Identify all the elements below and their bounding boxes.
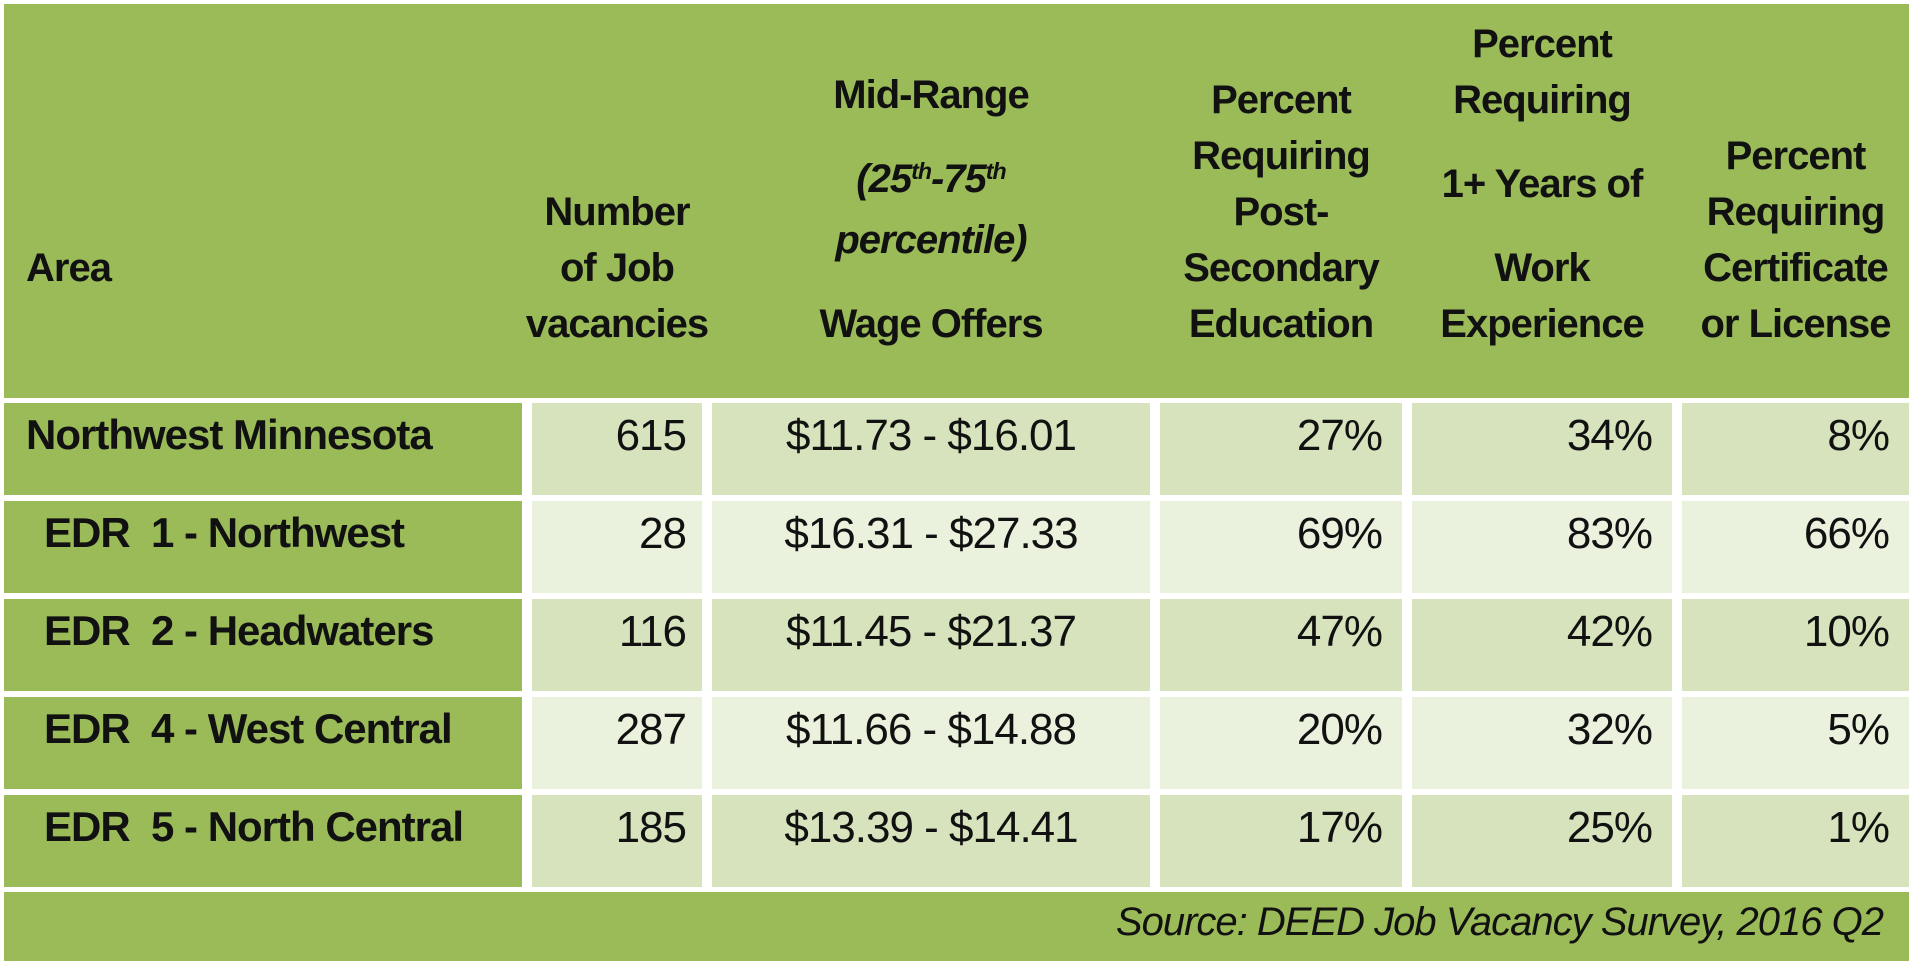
cell-vacancies: 116 xyxy=(532,599,702,691)
cell-wage: $13.39 - $14.41 xyxy=(712,795,1150,887)
cell-area: EDR 4 - West Central xyxy=(4,697,522,789)
header-line: Experience xyxy=(1440,302,1644,346)
table-header-row: Area Number of Job vacancies Mid-Range (25th-… xyxy=(4,4,1909,398)
header-line: Post- xyxy=(1233,190,1330,234)
table-row: EDR 5 - North Central 185 $13.39 - $14.41 1… xyxy=(4,795,1909,887)
cell-area: Northwest Minnesota xyxy=(4,403,522,495)
header-paragraph: Percent Requiring Certificate or License xyxy=(1700,128,1891,352)
header-line: vacancies xyxy=(525,302,709,346)
cell-experience: 32% xyxy=(1412,697,1672,789)
cell-area: EDR 1 - Northwest xyxy=(4,501,522,593)
header-line: Education xyxy=(1188,302,1374,346)
column-header-area: Area xyxy=(4,4,522,398)
cell-experience: 25% xyxy=(1412,795,1672,887)
column-header-license: Percent Requiring Certificate or License xyxy=(1682,4,1909,398)
source-band: Source: DEED Job Vacancy Survey, 2016 Q2 xyxy=(4,892,1909,961)
cell-post_secondary: 47% xyxy=(1160,599,1402,691)
cell-license: 1% xyxy=(1682,795,1909,887)
header-line: 1+ Years of xyxy=(1441,162,1644,206)
header-line: Percent xyxy=(1725,134,1867,178)
column-header-vacancies: Number of Job vacancies xyxy=(526,4,709,398)
header-paragraph: Area xyxy=(26,240,112,296)
header-line: Number xyxy=(544,190,690,234)
header-line: of Job xyxy=(560,246,675,290)
column-header-wage: Mid-Range (25th-75th percentile) Wage Offer… xyxy=(712,4,1150,398)
cell-experience: 34% xyxy=(1412,403,1672,495)
header-paragraph: Mid-Range xyxy=(833,67,1029,123)
header-line: (25th-75th xyxy=(856,157,1006,201)
cell-post_secondary: 27% xyxy=(1160,403,1402,495)
header-paragraph: Percent Requiring Post- Secondary Education xyxy=(1183,72,1380,352)
cell-experience: 42% xyxy=(1412,599,1672,691)
cell-wage: $11.45 - $21.37 xyxy=(712,599,1150,691)
cell-license: 66% xyxy=(1682,501,1909,593)
column-header-post_secondary: Percent Requiring Post- Secondary Education xyxy=(1160,4,1402,398)
header-line: Mid-Range xyxy=(833,73,1029,117)
header-line: percentile) xyxy=(835,218,1027,262)
table-row: Northwest Minnesota 615 $11.73 - $16.01 27%… xyxy=(4,403,1909,495)
table-body: Northwest Minnesota 615 $11.73 - $16.01 27%… xyxy=(4,403,1909,887)
cell-vacancies: 28 xyxy=(532,501,702,593)
cell-license: 10% xyxy=(1682,599,1909,691)
cell-post_secondary: 69% xyxy=(1160,501,1402,593)
header-line: Certificate xyxy=(1703,246,1889,290)
cell-experience: 83% xyxy=(1412,501,1672,593)
table-row: EDR 2 - Headwaters 116 $11.45 - $21.37 47% 4… xyxy=(4,599,1909,691)
header-paragraph: (25th-75th percentile) xyxy=(835,151,1027,268)
table-row: EDR 1 - Northwest 28 $16.31 - $27.33 69% 83%… xyxy=(4,501,1909,593)
cell-area: EDR 2 - Headwaters xyxy=(4,599,522,691)
header-line: Requiring xyxy=(1192,134,1371,178)
header-line: Percent xyxy=(1211,78,1352,122)
cell-vacancies: 287 xyxy=(532,697,702,789)
cell-wage: $11.73 - $16.01 xyxy=(712,403,1150,495)
cell-vacancies: 615 xyxy=(532,403,702,495)
header-line: Wage Offers xyxy=(819,302,1043,346)
header-line: Area xyxy=(26,246,112,290)
header-line: Requiring xyxy=(1453,78,1632,122)
header-line: or License xyxy=(1700,302,1891,346)
header-line: Secondary xyxy=(1183,246,1380,290)
cell-vacancies: 185 xyxy=(532,795,702,887)
cell-area: EDR 5 - North Central xyxy=(4,795,522,887)
header-paragraph: Work Experience xyxy=(1440,240,1644,352)
source-text: Source: DEED Job Vacancy Survey, 2016 Q2 xyxy=(1115,900,1884,944)
header-paragraph: 1+ Years of xyxy=(1441,156,1644,212)
header-paragraph: Percent Requiring xyxy=(1453,16,1632,128)
header-line: Requiring xyxy=(1706,190,1886,234)
header-line: Work xyxy=(1494,246,1590,290)
header-paragraph: Number of Job vacancies xyxy=(525,184,709,352)
cell-wage: $16.31 - $27.33 xyxy=(712,501,1150,593)
cell-license: 5% xyxy=(1682,697,1909,789)
column-header-experience: Percent Requiring 1+ Years of Work Experienc… xyxy=(1412,4,1672,398)
cell-wage: $11.66 - $14.88 xyxy=(712,697,1150,789)
cell-post_secondary: 20% xyxy=(1160,697,1402,789)
header-line: Percent xyxy=(1472,22,1613,66)
table-row: EDR 4 - West Central 287 $11.66 - $14.88 20… xyxy=(4,697,1909,789)
cell-post_secondary: 17% xyxy=(1160,795,1402,887)
cell-license: 8% xyxy=(1682,403,1909,495)
header-paragraph: Wage Offers xyxy=(819,296,1043,352)
